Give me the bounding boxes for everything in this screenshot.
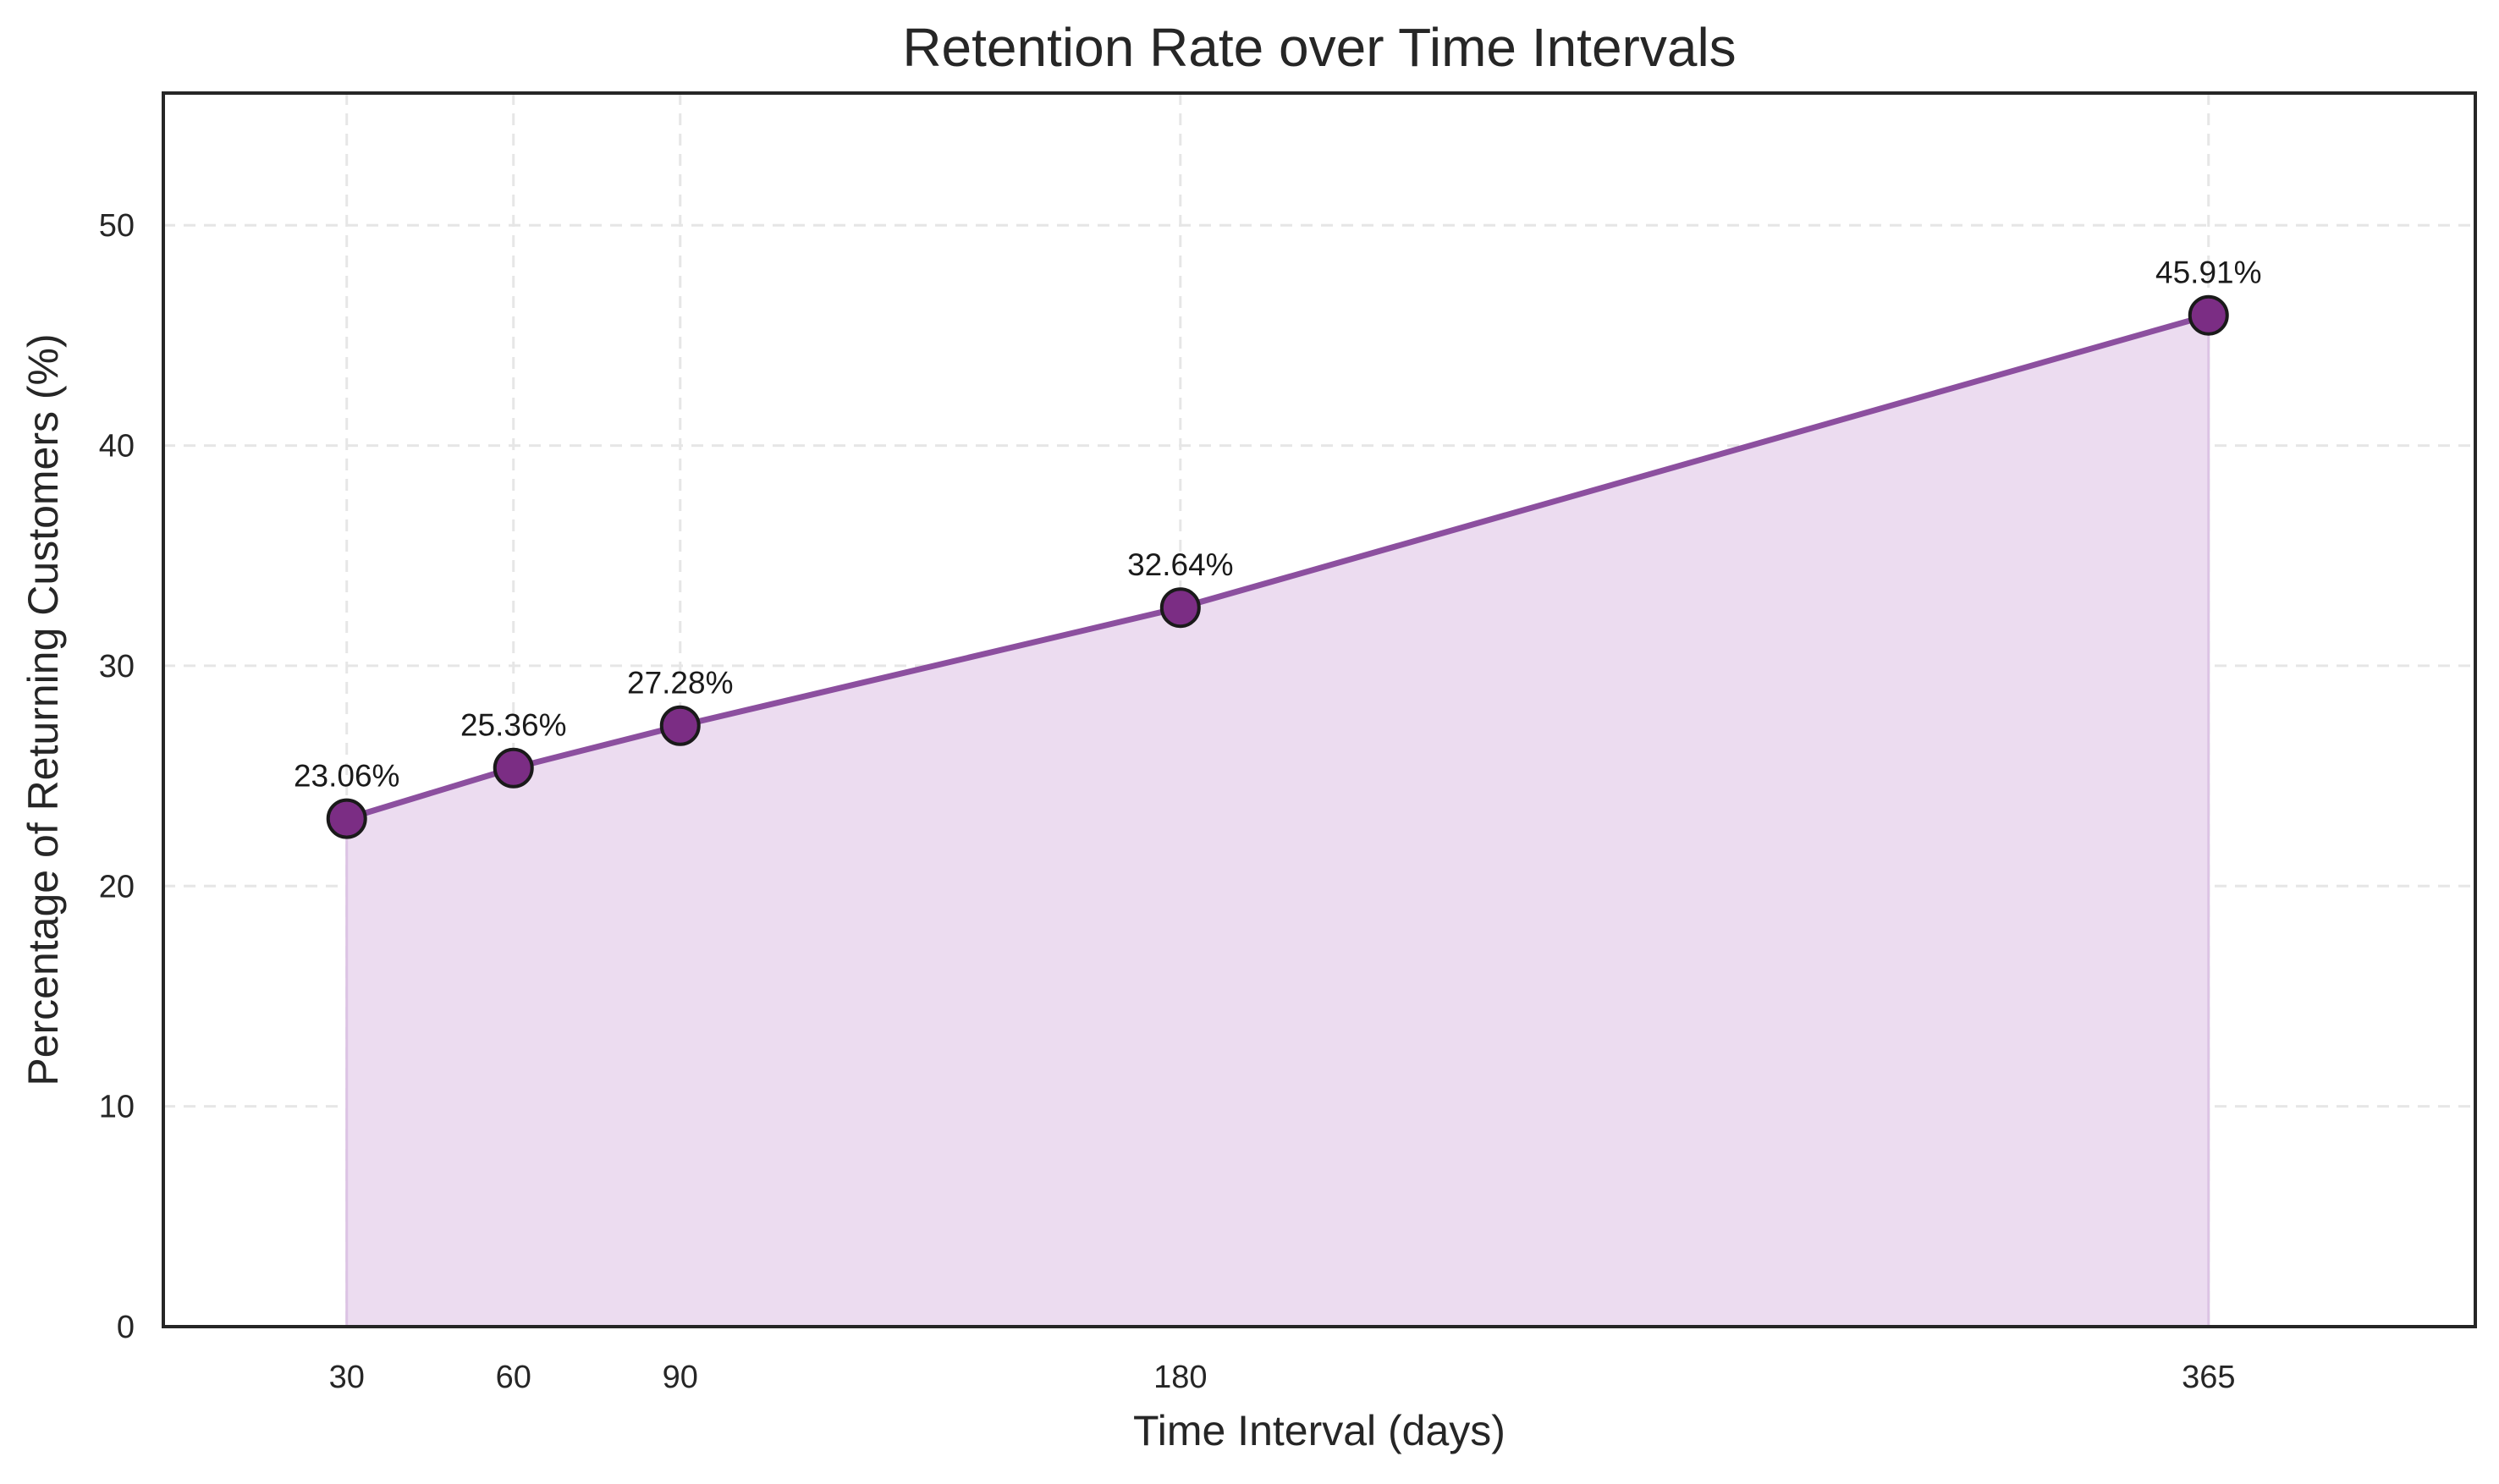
data-point	[326, 798, 367, 839]
x-tick-label: 60	[496, 1360, 531, 1395]
marker-layer	[326, 294, 2229, 839]
series-area	[345, 313, 2210, 1328]
y-axis-label: Percentage of Returning Customers (%)	[19, 333, 67, 1086]
data-label: 32.64%	[1127, 547, 1234, 582]
y-tick-label: 50	[99, 208, 135, 244]
y-tick-label: 40	[99, 429, 135, 464]
data-point	[1159, 587, 1201, 629]
y-tick-label: 20	[99, 869, 135, 904]
x-tick-label: 180	[1153, 1360, 1207, 1395]
data-label: 23.06%	[294, 759, 400, 794]
data-label: 25.36%	[460, 708, 567, 743]
x-tick-label: 365	[2182, 1360, 2235, 1395]
data-label: 45.91%	[2155, 256, 2262, 290]
data-point	[493, 747, 534, 789]
tick-layer: 0 10 20 30 40 50 30 60 90 180 365	[99, 208, 2236, 1395]
y-tick-label: 10	[99, 1090, 135, 1125]
y-tick-label: 0	[117, 1310, 135, 1345]
plot-frame	[162, 91, 2477, 1328]
data-point	[2188, 294, 2229, 336]
chart-title: Retention Rate over Time Intervals	[902, 17, 1736, 78]
x-tick-label: 30	[329, 1360, 365, 1395]
x-axis-label: Time Interval (days)	[1133, 1407, 1505, 1454]
data-label: 27.28%	[627, 666, 734, 701]
label-layer: 23.06% 25.36% 27.28% 32.64% 45.91%	[294, 256, 2262, 794]
area-layer	[345, 313, 2210, 1328]
x-tick-label: 90	[663, 1360, 698, 1395]
data-point	[659, 705, 701, 746]
y-tick-label: 30	[99, 649, 135, 684]
